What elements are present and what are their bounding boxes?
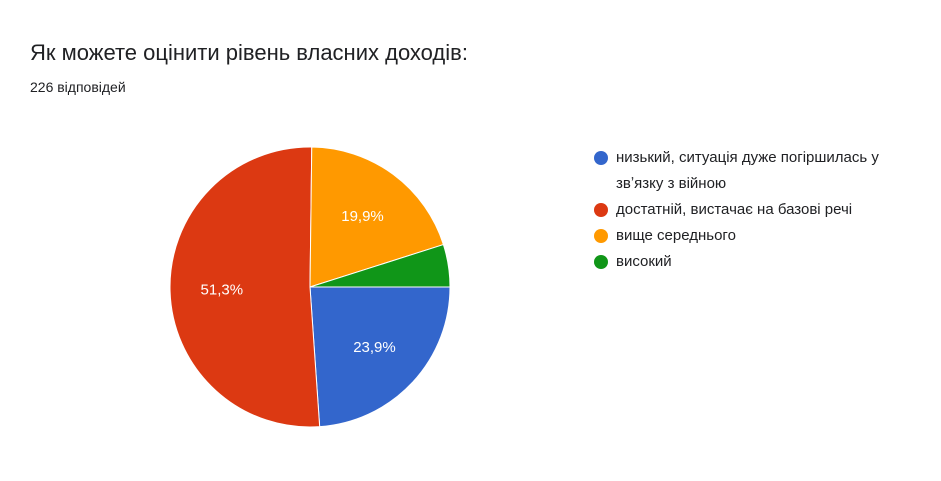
legend-label-low: низький, ситуація дуже погіршилась у звʼ… bbox=[616, 149, 879, 192]
slice-label-sufficient: 51,3% bbox=[201, 281, 244, 298]
pie-slice-sufficient[interactable] bbox=[169, 146, 321, 428]
pie-slice-high[interactable] bbox=[309, 243, 451, 288]
legend-swatch-high bbox=[594, 255, 608, 269]
pie-slice-above-average[interactable] bbox=[309, 146, 445, 288]
legend: низький, ситуація дуже погіршилась у звʼ… bbox=[594, 145, 894, 275]
legend-label-above-average: вище середнього bbox=[616, 227, 736, 244]
legend-item-low[interactable]: низький, ситуація дуже погіршилась у звʼ… bbox=[594, 145, 894, 197]
legend-item-above-average[interactable]: вище середнього bbox=[594, 223, 894, 249]
legend-swatch-above-average bbox=[594, 229, 608, 243]
legend-item-high[interactable]: високий bbox=[594, 249, 894, 275]
legend-label-high: високий bbox=[616, 253, 672, 270]
legend-swatch-low bbox=[594, 151, 608, 165]
slice-label-low: 23,9% bbox=[353, 339, 396, 356]
response-count: 226 відповідей bbox=[30, 79, 126, 95]
legend-item-sufficient[interactable]: достатній, вистачає на базові речі bbox=[594, 197, 894, 223]
legend-swatch-sufficient bbox=[594, 203, 608, 217]
pie-slice-low[interactable] bbox=[309, 286, 451, 428]
slice-label-above-average: 19,9% bbox=[341, 208, 384, 225]
legend-label-sufficient: достатній, вистачає на базові речі bbox=[616, 201, 853, 218]
chart-title: Як можете оцінити рівень власних доходів… bbox=[30, 40, 468, 65]
